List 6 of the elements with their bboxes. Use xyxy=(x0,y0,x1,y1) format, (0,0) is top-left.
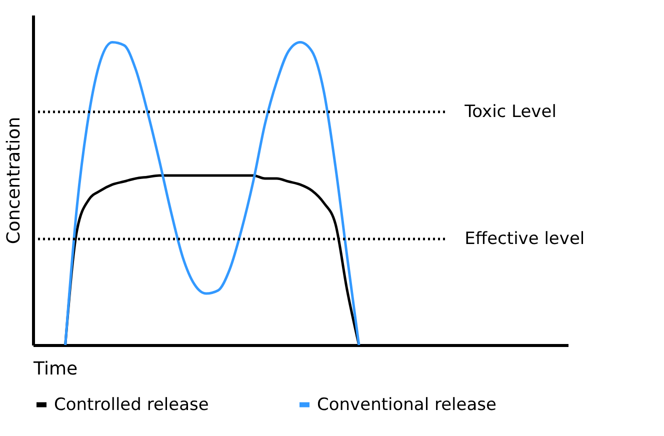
x-axis-title: Time xyxy=(32,358,78,380)
legend-label: Conventional release xyxy=(317,394,496,415)
ref-line-label: Effective level xyxy=(464,229,585,250)
y-axis-title: Concentration xyxy=(4,116,24,244)
legend-label: Controlled release xyxy=(54,394,209,415)
ref-line-label: Toxic Level xyxy=(464,102,556,122)
